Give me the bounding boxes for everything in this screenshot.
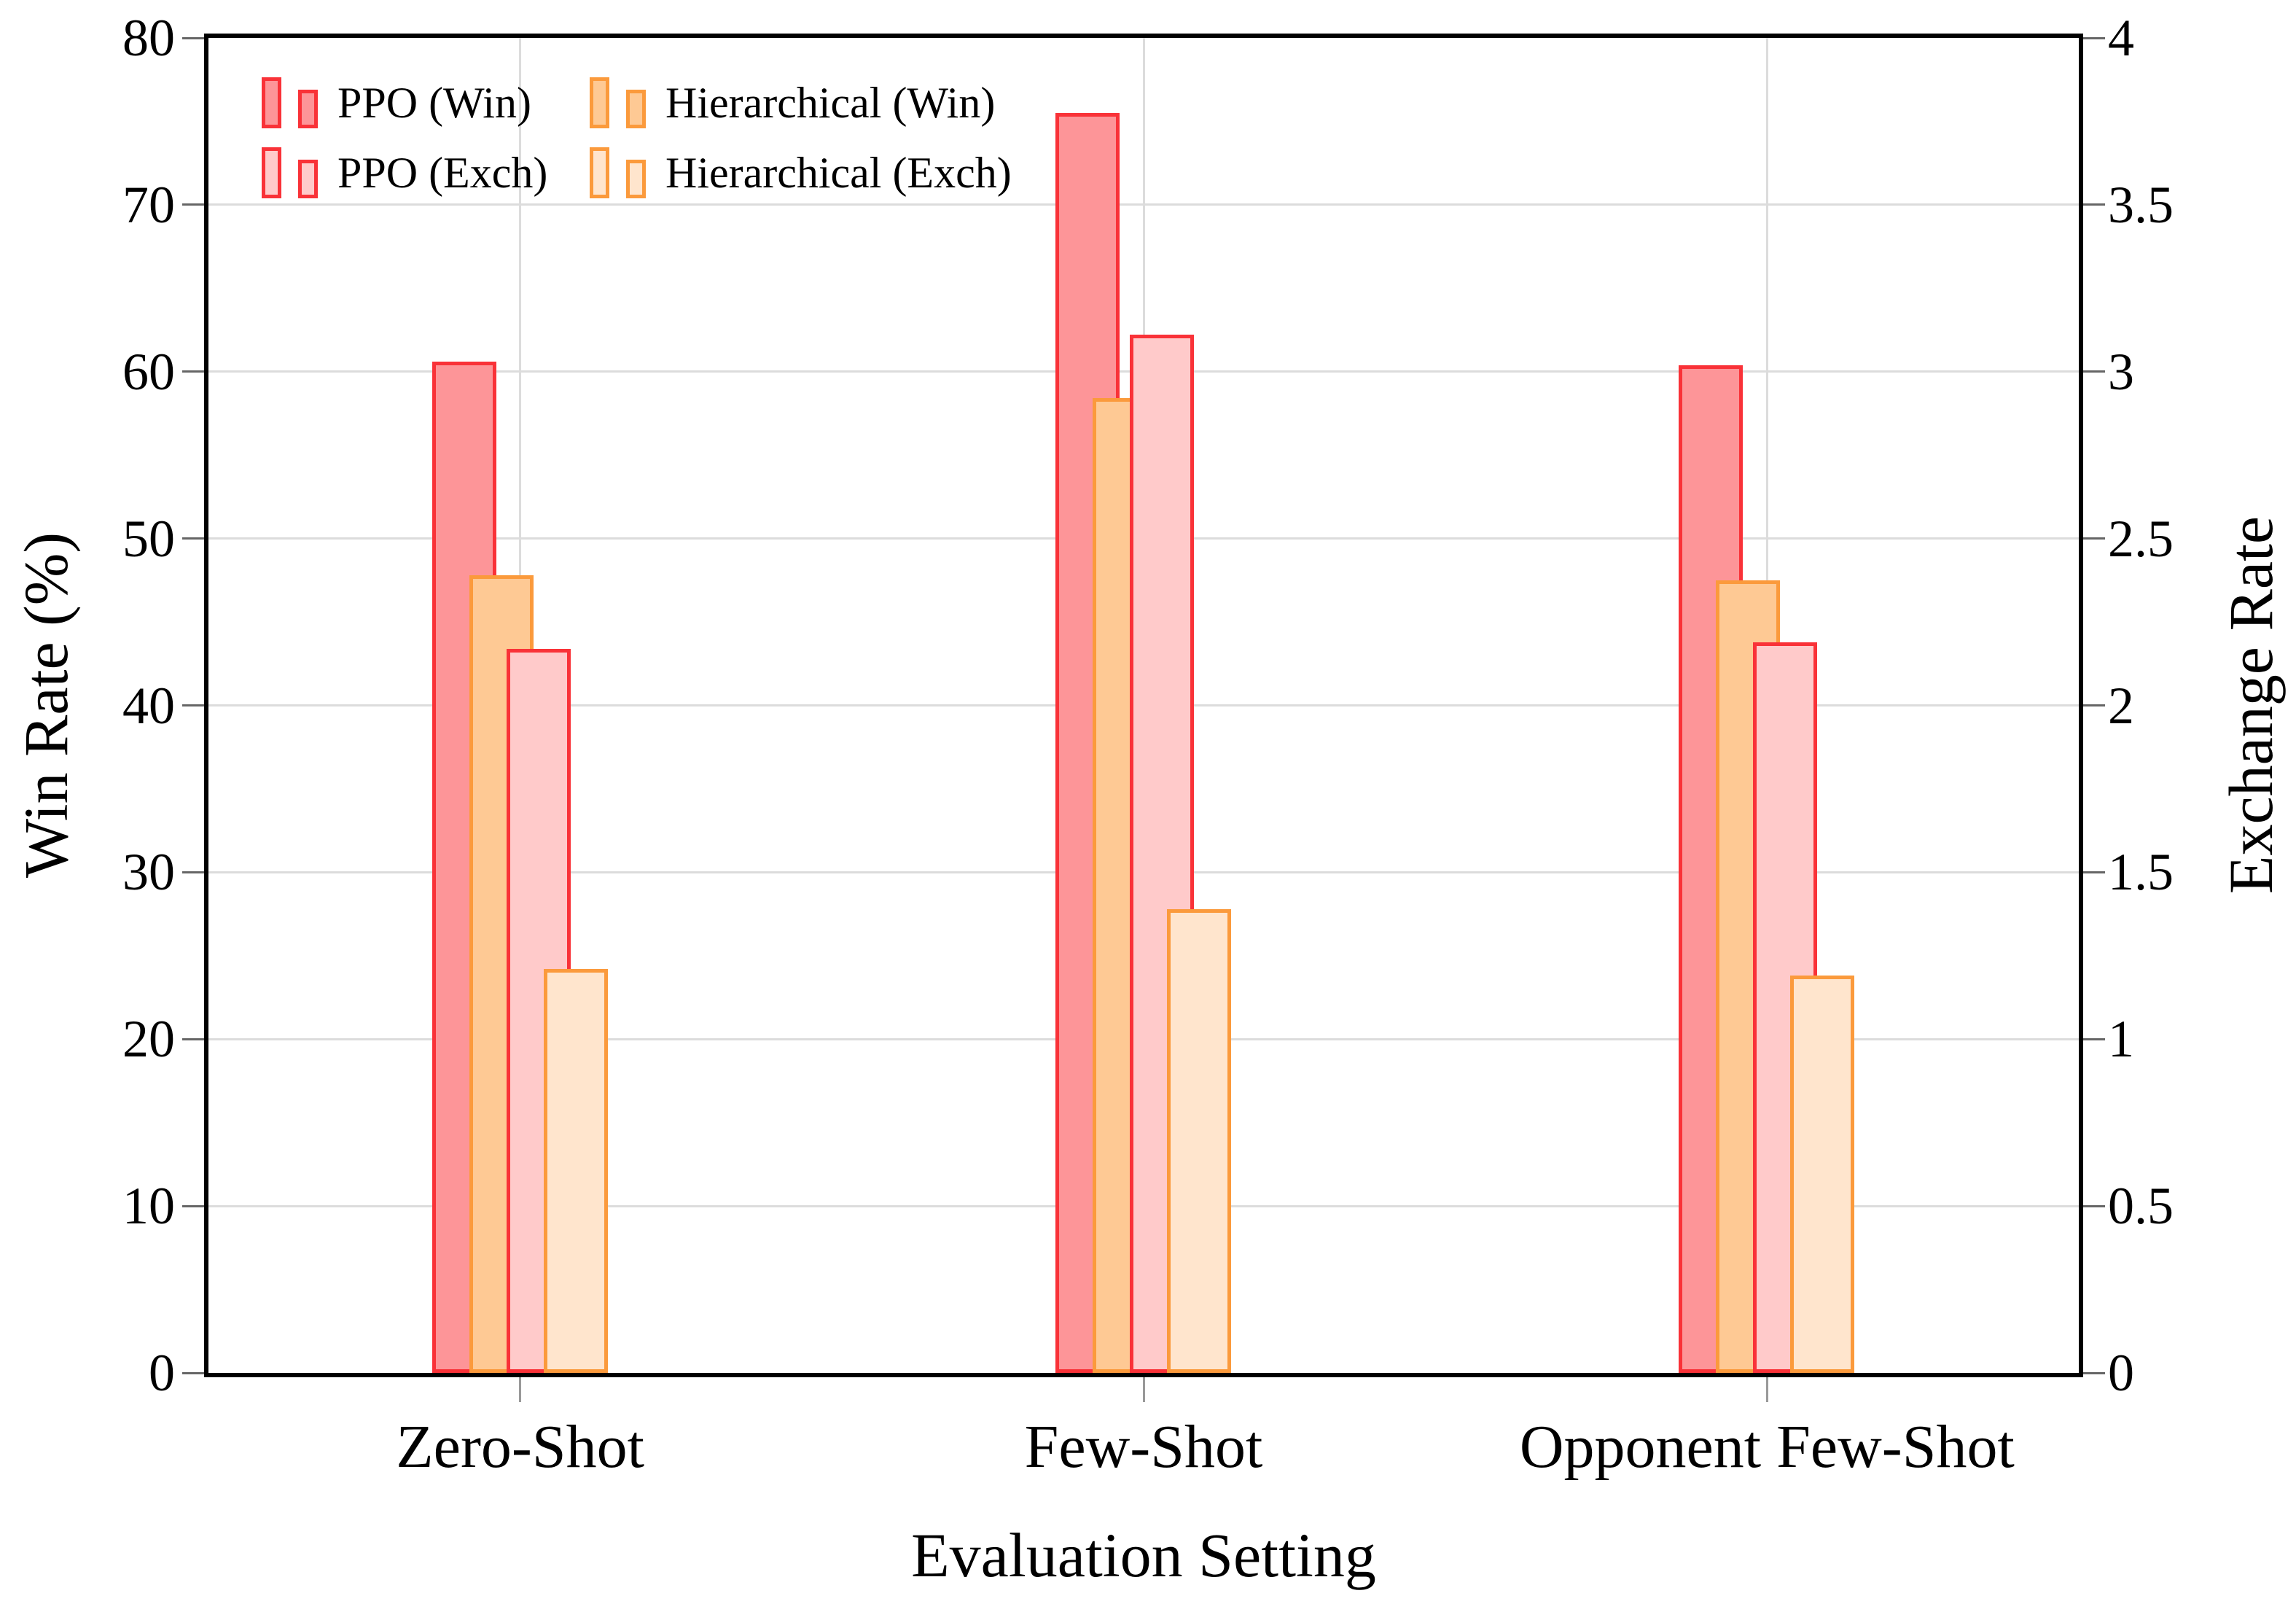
y-axis-tick-left [182, 1371, 204, 1374]
x-tick-label: Opponent Few-Shot [1519, 1413, 2015, 1481]
y-tick-label-right: 4 [2108, 9, 2134, 67]
y-axis-tick-left [182, 537, 204, 540]
y-axis-tick-right [2083, 871, 2105, 873]
bar-hierarchical-exch [1167, 908, 1231, 1373]
plot-area [204, 34, 2083, 1377]
y-axis-tick-right [2083, 1204, 2105, 1207]
y-tick-label-left: 20 [122, 1010, 175, 1069]
y-tick-label-left: 70 [122, 175, 175, 234]
y-tick-label-right: 3 [2108, 342, 2134, 401]
y-axis-tick-left [182, 203, 204, 206]
y-axis-tick-right [2083, 704, 2105, 706]
x-axis-tick [1765, 1377, 1768, 1402]
y-tick-label-right: 3.5 [2108, 175, 2174, 234]
y-axis-tick-left [182, 36, 204, 39]
y-tick-label-left: 10 [122, 1177, 175, 1236]
y-tick-label-right: 1 [2108, 1010, 2134, 1069]
y-tick-label-right: 2.5 [2108, 509, 2174, 568]
y-tick-label-right: 1.5 [2108, 843, 2174, 902]
y-axis-tick-left [182, 370, 204, 373]
y-axis-tick-right [2083, 370, 2105, 373]
y-tick-label-left: 60 [122, 342, 175, 401]
x-axis-tick [519, 1377, 522, 1402]
x-axis-title: Evaluation Setting [911, 1520, 1376, 1590]
y-axis-tick-right [2083, 203, 2105, 206]
y-axis-tick-right [2083, 1037, 2105, 1040]
y-axis-tick-left [182, 1037, 204, 1040]
y-tick-label-left: 30 [122, 843, 175, 902]
x-tick-label: Few-Shot [1024, 1413, 1263, 1481]
y-tick-label-left: 80 [122, 9, 175, 67]
y-tick-label-right: 0.5 [2108, 1177, 2174, 1236]
y-tick-label-left: 0 [149, 1344, 175, 1402]
x-axis-tick [1142, 1377, 1145, 1402]
y-axis-tick-left [182, 1204, 204, 1207]
y-tick-label-right: 0 [2108, 1344, 2134, 1402]
y-tick-label-left: 50 [122, 509, 175, 568]
y-axis-tick-left [182, 871, 204, 873]
y-axis-tick-right [2083, 1371, 2105, 1374]
y-axis-tick-left [182, 704, 204, 706]
x-tick-label: Zero-Shot [396, 1413, 644, 1481]
y-axis-tick-right [2083, 36, 2105, 39]
bar-hierarchical-exch [1790, 976, 1855, 1373]
y-tick-label-left: 40 [122, 676, 175, 735]
y-axis-tick-right [2083, 537, 2105, 540]
bar-hierarchical-exch [543, 969, 608, 1373]
y-tick-label-right: 2 [2108, 676, 2134, 735]
y-axis-title-right: Exchange Rate [2216, 515, 2286, 895]
